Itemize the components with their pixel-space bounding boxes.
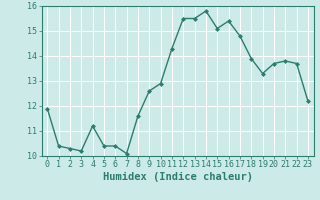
X-axis label: Humidex (Indice chaleur): Humidex (Indice chaleur) — [103, 172, 252, 182]
